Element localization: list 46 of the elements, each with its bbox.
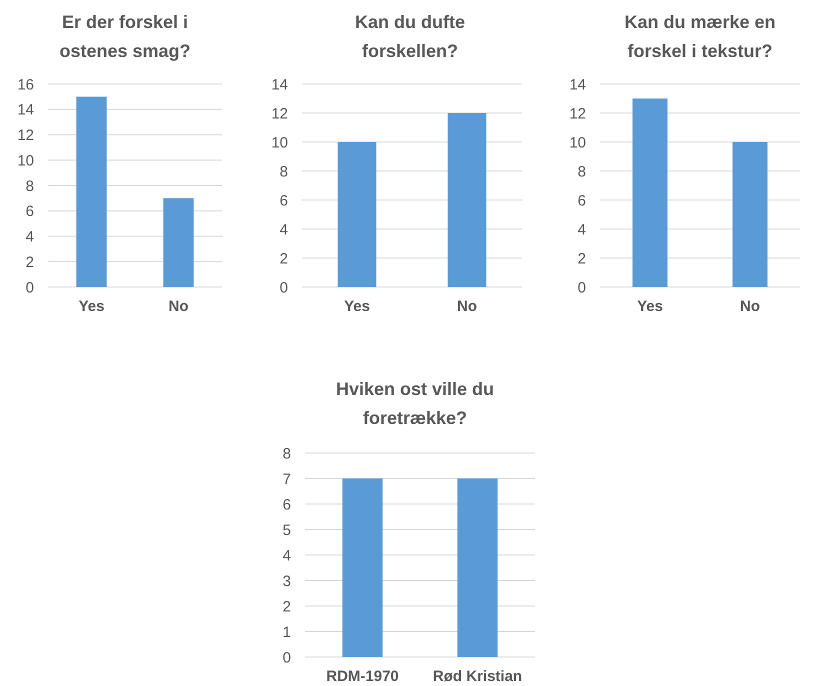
chart-title: Hviken ost ville du foretrække? bbox=[336, 379, 494, 428]
x-tick-label: RDM-1970 bbox=[326, 668, 399, 685]
y-tick-label: 4 bbox=[578, 221, 586, 238]
chart-title: Kan du mærke en forskel i tekstur? bbox=[624, 12, 776, 61]
y-tick-label: 8 bbox=[578, 163, 586, 180]
x-tick-label: No bbox=[457, 298, 477, 315]
y-tick-label: 14 bbox=[569, 76, 586, 94]
x-tick-label: Rød Kristian bbox=[432, 668, 522, 685]
y-tick-label: 8 bbox=[280, 163, 288, 180]
y-tick-label: 2 bbox=[578, 250, 586, 268]
y-tick-label: 0 bbox=[282, 649, 291, 666]
y-tick-label: 2 bbox=[26, 254, 34, 271]
y-tick-label: 7 bbox=[282, 470, 291, 488]
y-tick-label: 6 bbox=[26, 203, 34, 220]
y-tick-label: 10 bbox=[17, 152, 34, 170]
y-tick-label: 8 bbox=[282, 445, 291, 462]
x-tick-label: Yes bbox=[344, 298, 370, 315]
y-tick-label: 2 bbox=[280, 250, 288, 268]
x-tick-label: Yes bbox=[78, 298, 104, 315]
y-tick-label: 6 bbox=[280, 192, 288, 210]
y-tick-label: 5 bbox=[282, 522, 291, 539]
y-tick-label: 6 bbox=[578, 192, 586, 210]
y-tick-label: 4 bbox=[26, 228, 34, 246]
y-tick-label: 14 bbox=[17, 102, 34, 119]
x-tick-label: No bbox=[740, 298, 760, 315]
y-tick-label: 12 bbox=[17, 127, 34, 144]
y-tick-label: 2 bbox=[282, 598, 291, 616]
y-tick-label: 12 bbox=[271, 105, 288, 122]
y-tick-label: 1 bbox=[282, 624, 291, 641]
x-tick-label: No bbox=[168, 298, 188, 315]
y-tick-label: 0 bbox=[280, 279, 288, 296]
y-tick-label: 6 bbox=[282, 496, 291, 514]
chart-title: Kan du dufte forskellen? bbox=[355, 12, 465, 61]
y-tick-label: 4 bbox=[280, 221, 288, 238]
chart-title: Er der forskel i ostenes smag? bbox=[59, 12, 191, 61]
y-tick-label: 12 bbox=[569, 105, 586, 122]
y-tick-label: 14 bbox=[271, 76, 288, 94]
y-tick-label: 8 bbox=[26, 178, 34, 195]
y-tick-label: 4 bbox=[282, 547, 291, 564]
y-tick-label: 10 bbox=[271, 134, 288, 152]
y-tick-label: 16 bbox=[17, 76, 34, 94]
y-tick-label: 0 bbox=[578, 279, 586, 296]
y-tick-label: 0 bbox=[26, 279, 34, 296]
y-tick-label: 10 bbox=[569, 134, 586, 152]
x-tick-label: Yes bbox=[637, 298, 663, 315]
y-tick-label: 3 bbox=[282, 572, 291, 590]
